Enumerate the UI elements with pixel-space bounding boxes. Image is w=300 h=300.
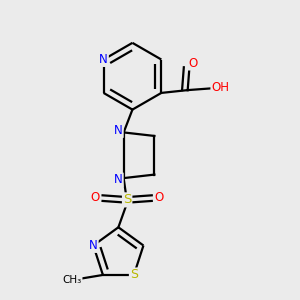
Text: S: S — [130, 268, 138, 281]
Text: O: O — [188, 57, 198, 70]
Text: O: O — [155, 191, 164, 204]
Text: N: N — [99, 53, 108, 66]
Text: N: N — [114, 124, 123, 137]
Text: S: S — [123, 194, 131, 206]
Text: O: O — [90, 191, 100, 204]
Text: N: N — [89, 239, 98, 252]
Text: N: N — [114, 173, 123, 186]
Text: OH: OH — [212, 81, 230, 94]
Text: CH₃: CH₃ — [62, 275, 82, 285]
